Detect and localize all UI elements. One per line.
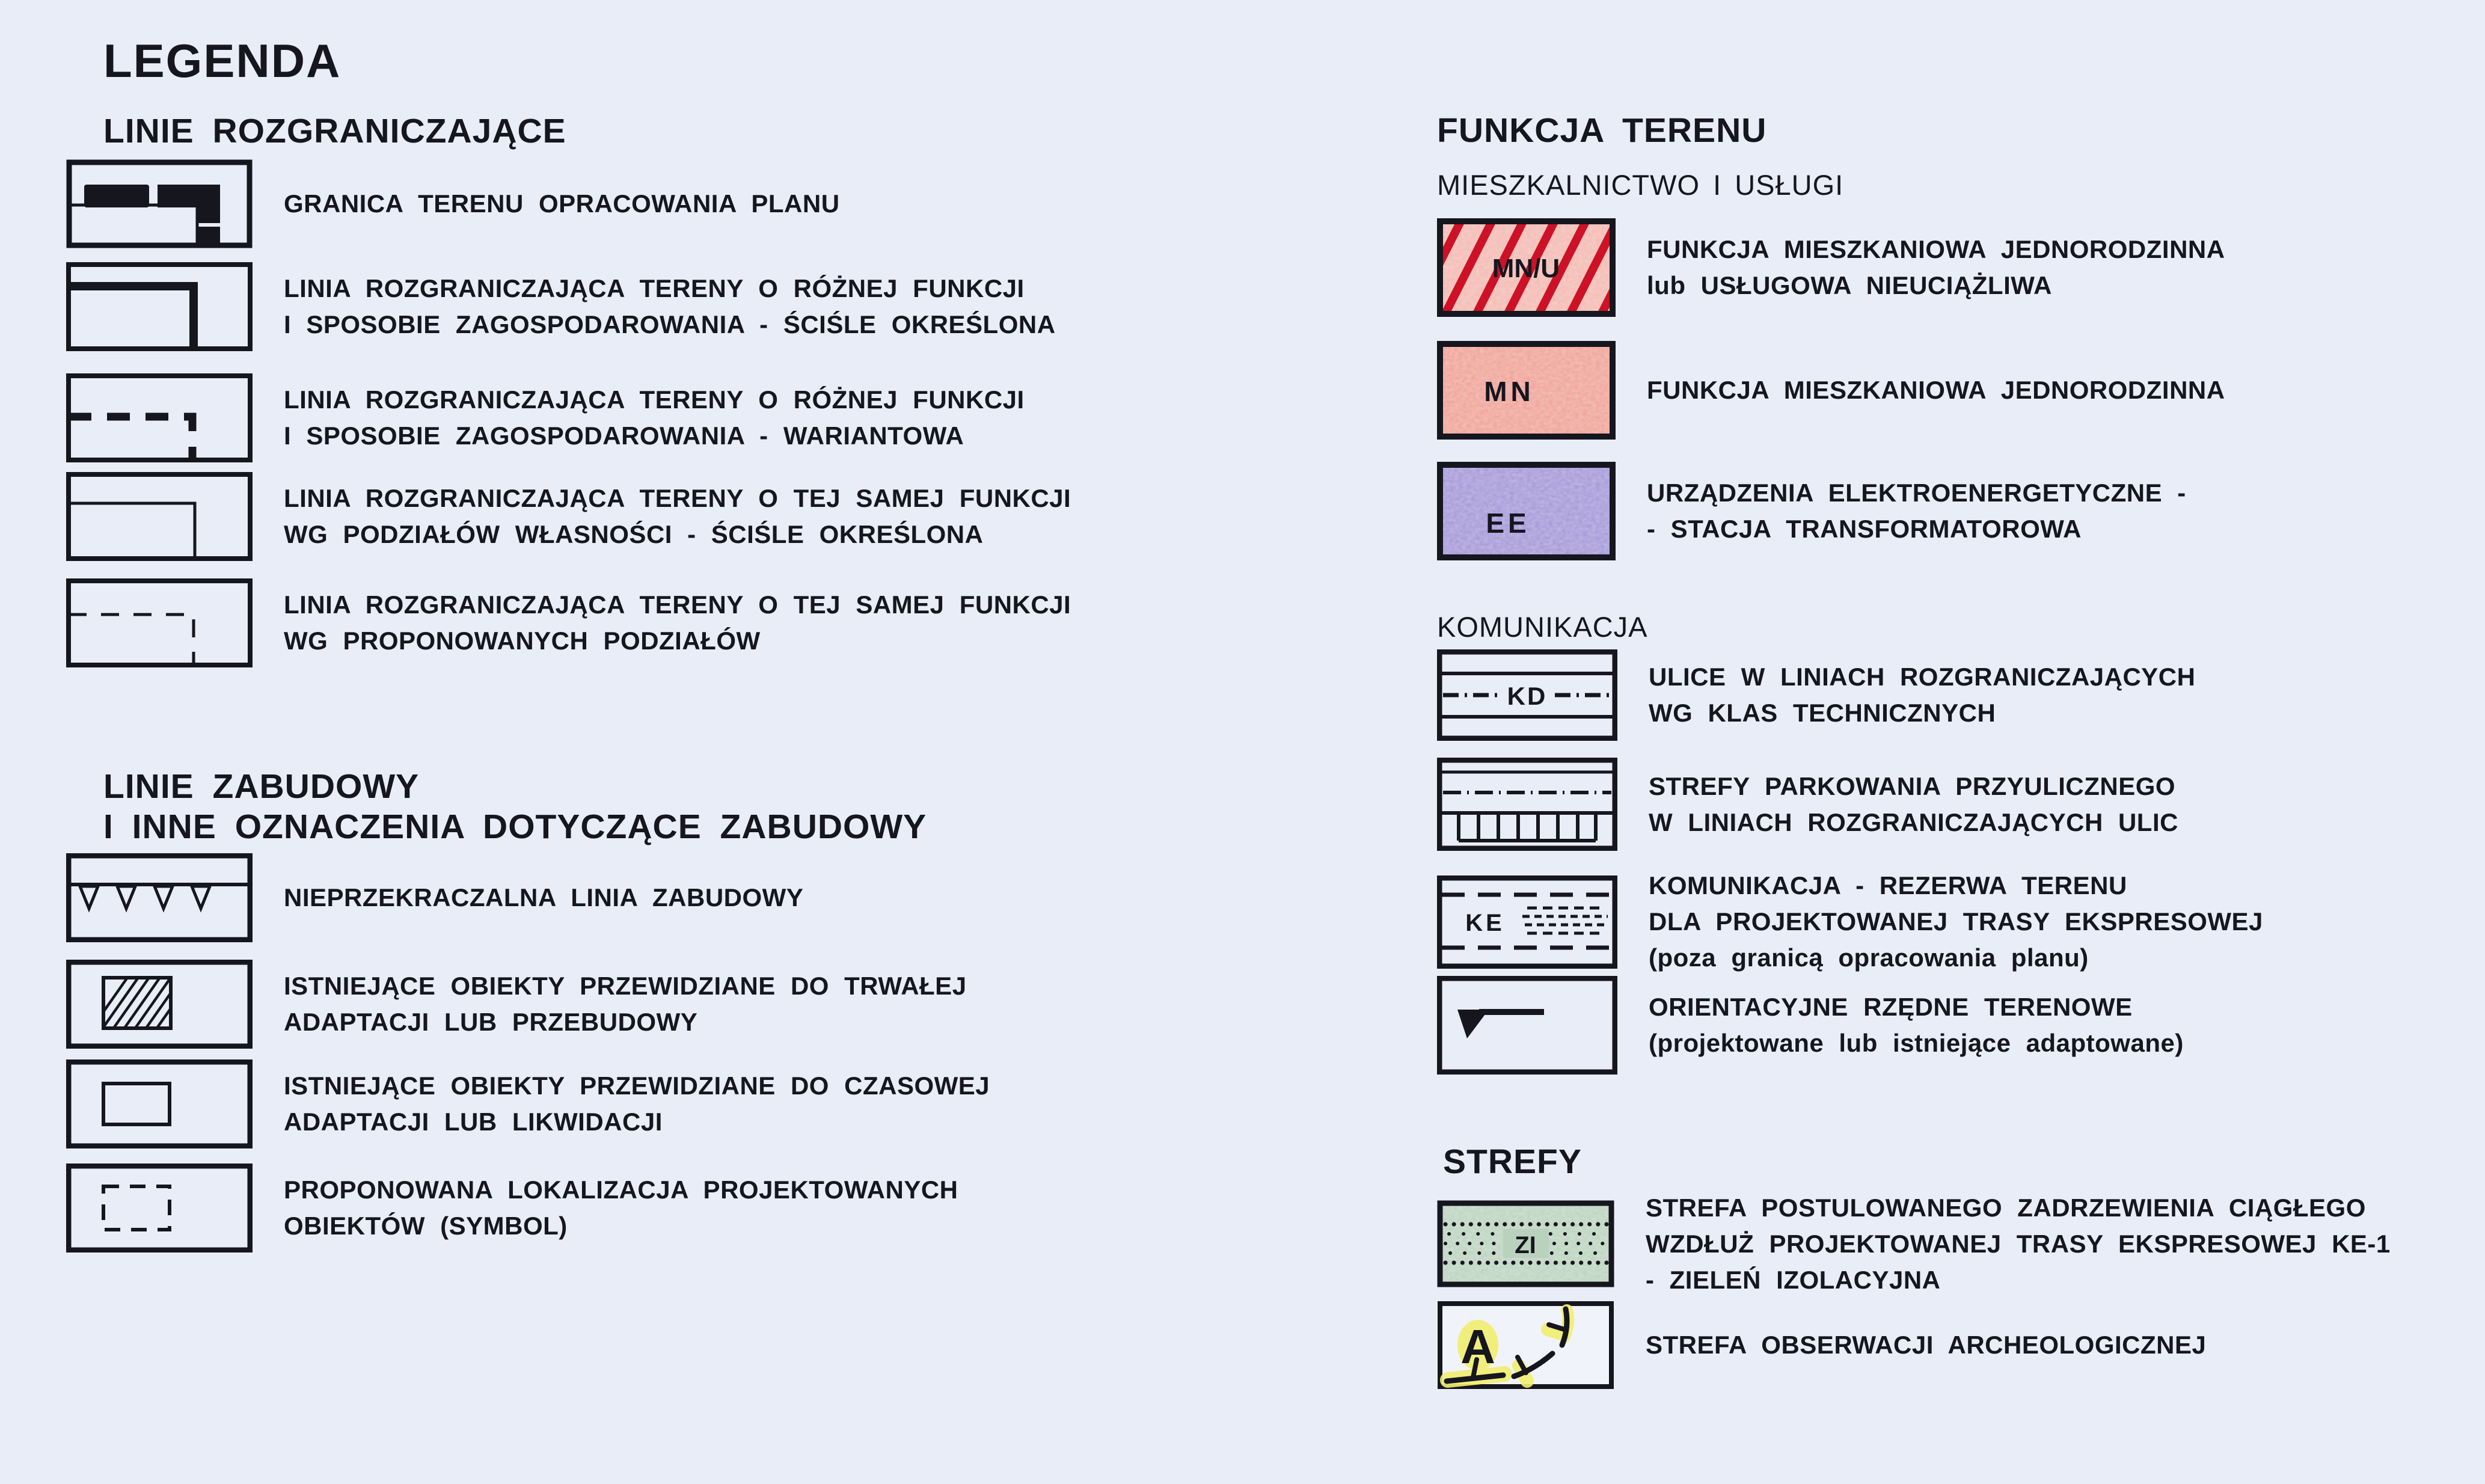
- legend-item-label: URZĄDZENIA ELEKTROENERGETYCZNE - - STACJ…: [1647, 479, 2186, 544]
- rzedne-terenowe-icon: [1437, 976, 1617, 1075]
- swatch-ee-icon: EE: [1437, 462, 1616, 561]
- legend-item-label: LINIA ROZGRANICZAJĄCA TERENY O TEJ SAMEJ…: [284, 483, 1071, 548]
- legend-item: PROPONOWANA LOKALIZACJA PROJEKTOWANYCH O…: [66, 1164, 1257, 1253]
- swatch-code-label: MN: [1484, 376, 1534, 407]
- legend-item-label: ULICE W LINIACH ROZGRANICZAJĄCYCH WG KLA…: [1649, 663, 2196, 728]
- proponowana-lokalizacja-icon: [66, 1164, 253, 1253]
- strefa-zi-icon: ZI: [1437, 1200, 1614, 1287]
- linia-rozna-funkcja-scisla-icon: [66, 262, 253, 351]
- legend-item-label: LINIA ROZGRANICZAJĄCA TERENY O TEJ SAMEJ…: [284, 590, 1071, 655]
- legend-item-label: ISTNIEJĄCE OBIEKTY PRZEWIDZIANE DO CZASO…: [284, 1072, 990, 1136]
- swatch-code-label: KE: [1465, 910, 1505, 936]
- strefa-archeologiczna-icon: A: [1438, 1301, 1614, 1389]
- legend-item: LINIA ROZGRANICZAJĄCA TERENY O RÓŻNEJ FU…: [66, 262, 1257, 351]
- subsection-title-komunikacja: KOMUNIKACJA: [1437, 611, 1648, 643]
- obiekty-trwala-adaptacja-icon: [66, 960, 253, 1049]
- rezerwa-ke-icon: KE: [1437, 875, 1617, 969]
- legend-item: NIEPRZEKRACZALNA LINIA ZABUDOWY: [66, 853, 1257, 943]
- legend-item-label: GRANICA TERENU OPRACOWANIA PLANU: [284, 189, 840, 218]
- swatch-code-label: ZI: [1515, 1232, 1536, 1259]
- legend-item-label: FUNKCJA MIESZKANIOWA JEDNORODZINNA: [1647, 376, 2225, 405]
- swatch-mn-icon: MN: [1437, 341, 1616, 440]
- linia-ta-sama-funkcja-proponowana-icon: [66, 578, 253, 667]
- legend-item: KD ULICE W LINIACH ROZGRANICZAJĄCYCH WG …: [1437, 649, 2483, 741]
- legend-item: ISTNIEJĄCE OBIEKTY PRZEWIDZIANE DO TRWAŁ…: [66, 960, 1257, 1049]
- legend-left-column: LEGENDA LINIE ROZGRANICZAJĄCE GRANICA TE…: [66, 34, 1257, 1253]
- legend-item-label: STREFA OBSERWACJI ARCHEOLOGICZNEJ: [1646, 1330, 2207, 1359]
- legend-item: ORIENTACYJNE RZĘDNE TERENOWE (projektowa…: [1437, 976, 2483, 1075]
- legend-item: MN FUNKCJA MIESZKANIOWA JEDNORODZINNA: [1437, 341, 2483, 440]
- page-title: LEGENDA: [103, 34, 342, 87]
- legend-right-column: FUNKCJA TERENU MIESZKALNICTWO I USŁUGI: [1437, 111, 2483, 1390]
- legend-item-label: KOMUNIKACJA - REZERWA TERENU DLA PROJEKT…: [1649, 871, 2263, 972]
- legend-item-label: NIEPRZEKRACZALNA LINIA ZABUDOWY: [284, 883, 804, 912]
- swatch-code-label: EE: [1486, 507, 1530, 539]
- legend-item: EE URZĄDZENIA ELEKTROENERGETYCZNE - - ST…: [1437, 462, 2483, 561]
- obiekty-czasowa-adaptacja-icon: [66, 1059, 253, 1149]
- section-title-funkcja-terenu: FUNKCJA TERENU: [1437, 111, 1767, 150]
- section-title-strefy: STREFY: [1443, 1142, 1582, 1182]
- granica-terenu-icon: [66, 159, 253, 248]
- legend-item: MN/U FUNKCJA MIESZKANIOWA JEDNORODZINNA …: [1437, 218, 2483, 317]
- section-title-linie-rozgraniczajace: LINIE ROZGRANICZAJĄCE: [103, 112, 566, 151]
- legend-item-label: PROPONOWANA LOKALIZACJA PROJEKTOWANYCH O…: [284, 1176, 958, 1240]
- legend-item: ZI STREFA POSTULOWANEGO ZADRZEWIENIA CIĄ…: [1437, 1190, 2483, 1298]
- legend-item-label: STREFY PARKOWANIA PRZYULICZNEGO W LINIAC…: [1649, 771, 2178, 836]
- legend-item-label: LINIA ROZGRANICZAJĄCA TERENY O RÓŻNEJ FU…: [284, 274, 1056, 339]
- linia-ta-sama-funkcja-scisla-icon: [66, 471, 253, 561]
- legend-item: A STREFA OBSERWACJI ARCHEOLOGICZNEJ: [1437, 1301, 2483, 1390]
- nieprzekraczalna-linia-zabudowy-icon: [66, 853, 253, 943]
- legend-item-label: ISTNIEJĄCE OBIEKTY PRZEWIDZIANE DO TRWAŁ…: [284, 972, 967, 1037]
- section-title-linie-zabudowy: LINIE ZABUDOWY I INNE OZNACZENIA DOTYCZĄ…: [103, 767, 927, 846]
- legend-item-label: LINIA ROZGRANICZAJĄCA TERENY O RÓŻNEJ FU…: [284, 385, 1025, 450]
- legend-item: ISTNIEJĄCE OBIEKTY PRZEWIDZIANE DO CZASO…: [66, 1059, 1257, 1149]
- linia-rozna-funkcja-wariantowa-icon: [66, 373, 253, 462]
- legend-item-label: FUNKCJA MIESZKANIOWA JEDNORODZINNA lub U…: [1647, 235, 2225, 300]
- legend-item: STREFY PARKOWANIA PRZYULICZNEGO W LINIAC…: [1437, 758, 2483, 851]
- legend-item: GRANICA TERENU OPRACOWANIA PLANU: [66, 159, 1257, 248]
- strefa-parkowania-icon: [1437, 758, 1617, 851]
- ulica-kd-icon: KD: [1437, 649, 1617, 741]
- swatch-code-label: KD: [1507, 682, 1548, 710]
- legend-item: KE KOMUNIKACJA - REZERWA TERENU DLA PROJ…: [1437, 868, 2483, 976]
- swatch-mnu-icon: MN/U: [1437, 218, 1616, 317]
- legend-item: LINIA ROZGRANICZAJĄCA TERENY O TEJ SAMEJ…: [66, 471, 1257, 561]
- subsection-title-mieszkalnictwo: MIESZKALNICTWO I USŁUGI: [1437, 169, 1844, 201]
- legend-item: LINIA ROZGRANICZAJĄCA TERENY O TEJ SAMEJ…: [66, 578, 1257, 667]
- legend-item: LINIA ROZGRANICZAJĄCA TERENY O RÓŻNEJ FU…: [66, 373, 1257, 462]
- swatch-code-label: MN/U: [1492, 254, 1560, 283]
- legend-item-label: STREFA POSTULOWANEGO ZADRZEWIENIA CIĄGŁE…: [1646, 1193, 2391, 1294]
- legend-item-label: ORIENTACYJNE RZĘDNE TERENOWE (projektowa…: [1649, 993, 2184, 1058]
